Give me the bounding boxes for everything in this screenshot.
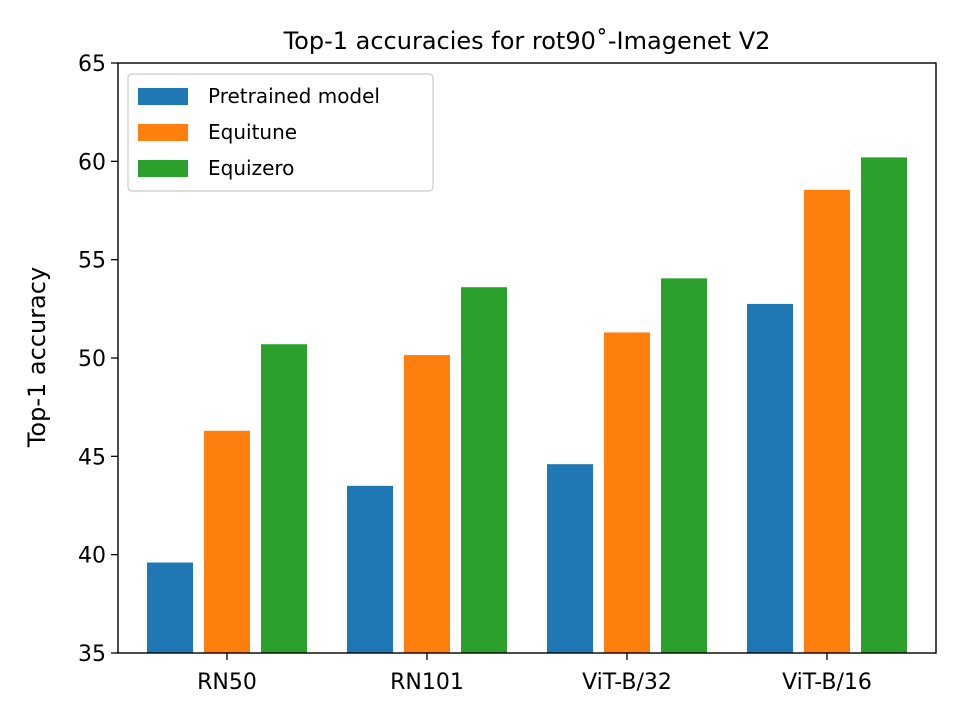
legend-label: Pretrained model [208, 84, 380, 108]
bar-equitune-rn50 [204, 430, 250, 653]
bar-equitune-vit-b-16 [804, 189, 850, 653]
bars-group [147, 157, 907, 653]
bar-pretrained-model-vit-b-16 [747, 303, 793, 653]
bar-equizero-vit-b-16 [861, 157, 907, 653]
x-tick-label: RN50 [197, 670, 257, 695]
y-tick-label: 60 [78, 150, 106, 175]
y-tick-label: 55 [78, 249, 106, 274]
legend-box [127, 73, 434, 192]
ticks-group: 35 40 45 50 55 60 65 RN50 RN101 ViT-B/32 ViT-B/16 [78, 52, 872, 695]
x-tick-label: ViT-B/16 [782, 670, 872, 695]
legend-label: Equitune [208, 120, 297, 144]
legend-swatch [138, 88, 188, 105]
bar-equitune-rn101 [404, 355, 450, 653]
legend-label: Equizero [208, 156, 294, 180]
chart-title: Top-1 accuracies for rot90˚-Imagenet V2 [283, 27, 771, 55]
bar-equizero-vit-b-32 [661, 278, 707, 653]
legend-swatch [138, 160, 188, 177]
y-axis-label: Top-1 accuracy [23, 267, 51, 448]
plot-frame [117, 62, 937, 654]
y-tick-label: 45 [78, 445, 106, 470]
y-tick-label: 35 [78, 642, 106, 667]
bar-pretrained-model-rn50 [147, 562, 193, 653]
legend-swatch [138, 124, 188, 141]
y-tick-label: 65 [78, 52, 106, 77]
y-tick-label: 40 [78, 544, 106, 569]
x-tick-label: RN101 [390, 670, 464, 695]
bar-equizero-rn50 [261, 344, 307, 653]
y-tick-label: 50 [78, 347, 106, 372]
bar-pretrained-model-rn101 [347, 485, 393, 653]
legend: Pretrained model Equitune Equizero [127, 73, 434, 192]
bar-pretrained-model-vit-b-32 [547, 464, 593, 653]
x-tick-label: ViT-B/32 [582, 670, 672, 695]
bar-equitune-vit-b-32 [604, 332, 650, 653]
bar-equizero-rn101 [461, 287, 507, 653]
